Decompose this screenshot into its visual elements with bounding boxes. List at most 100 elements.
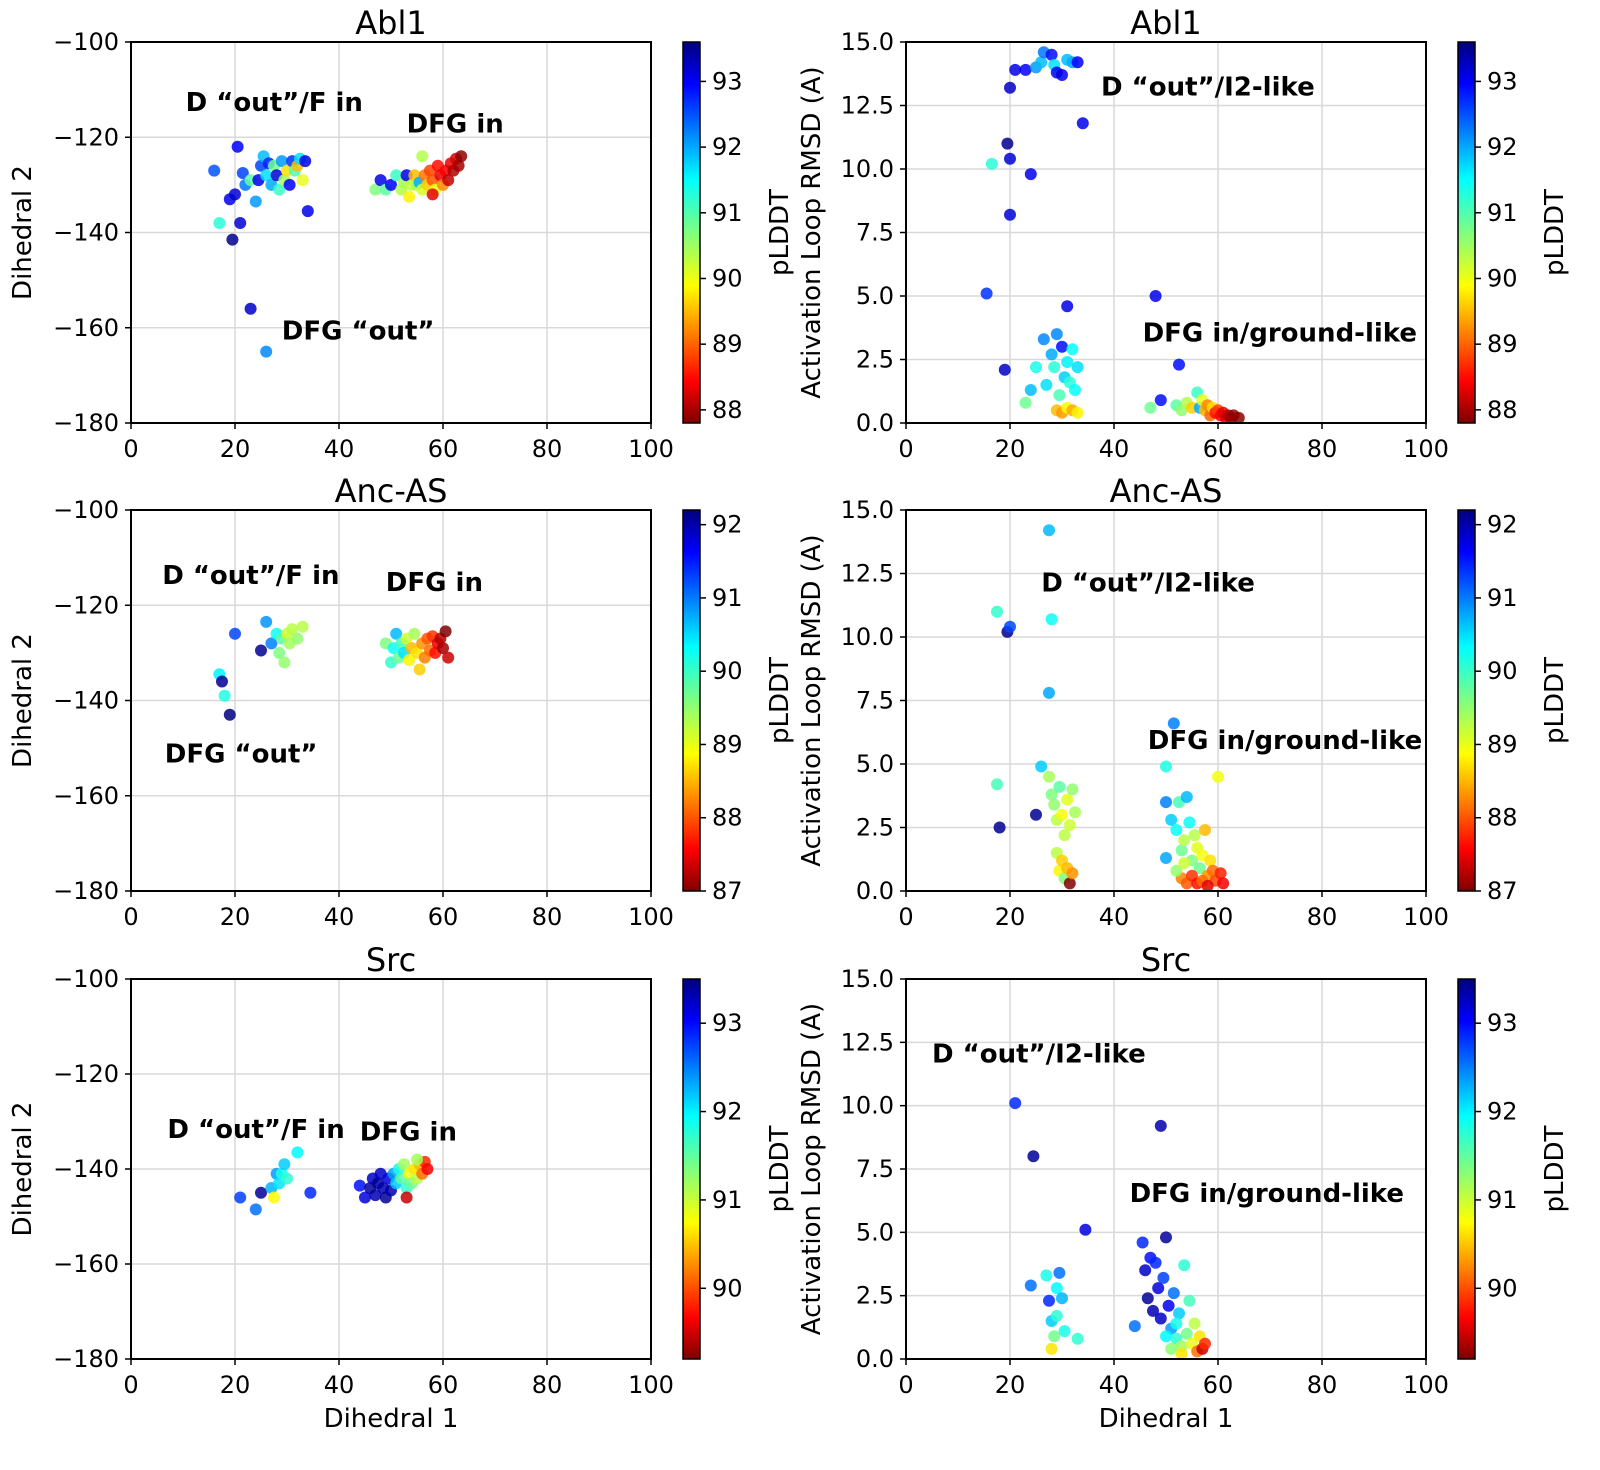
data-point [1165,1342,1178,1355]
data-point [408,627,421,640]
x-tick-label: 20 [220,1371,251,1399]
data-point [1056,69,1068,81]
region-annotation: D “out”/I2-like [932,1040,1146,1070]
data-point [1178,857,1191,870]
colorbar-tick-label: 93 [1487,67,1518,95]
data-point [1069,806,1081,819]
x-tick-label: 60 [428,435,459,463]
chart-title: Abl1 [355,4,426,42]
region-annotation: D “out”/F in [186,88,363,118]
colorbar [1457,978,1476,1360]
data-point [1035,56,1048,69]
data-point [1048,798,1061,811]
data-point [223,708,236,721]
colorbar [682,509,701,892]
y-axis-label: Dihedral 2 [8,1102,38,1237]
data-point [1201,879,1214,892]
data-point [403,190,416,203]
y-tick-label: 10.0 [841,623,894,651]
data-point [1066,783,1079,796]
colorbar-tick-label: 92 [1487,133,1518,161]
y-tick-label: 2.5 [856,814,894,842]
x-tick-label: 0 [898,1371,913,1399]
x-tick-label: 20 [220,903,251,931]
colorbar [1457,509,1476,892]
data-point [1045,348,1058,361]
data-point [1144,401,1157,414]
data-point [213,217,226,229]
colorbar-tick-label: 90 [1487,657,1518,685]
region-annotation: DFG in [386,568,483,598]
data-point [416,150,429,163]
x-axis-label: Dihedral 1 [324,1404,459,1434]
data-point [374,174,387,187]
y-tick-label: 12.5 [841,1028,894,1056]
data-point [455,150,468,163]
x-tick-label: 60 [428,1371,459,1399]
y-axis-label: Activation Loop RMSD (A) [797,1003,827,1335]
data-point [1053,389,1066,402]
colorbar [1457,41,1476,424]
data-point [291,1146,304,1159]
data-point [1162,1299,1175,1312]
chart-title: Src [1141,941,1191,979]
x-tick-label: 100 [628,435,674,463]
data-point [1160,796,1172,809]
data-point [1030,361,1042,374]
data-point [1061,793,1074,806]
data-point [1147,1304,1159,1317]
colorbar-tick-label: 90 [712,264,743,292]
scatter-panel-1: 0 20 40 60 80 100 −180 −160 −140 −120 −100 Abl1 Dihe… [8,4,795,463]
colorbar-tick-label: 88 [712,396,743,424]
data-point [1004,208,1016,221]
x-tick-label: 100 [628,903,674,931]
colorbar-tick-label: 93 [712,67,743,95]
colorbar-tick-label: 87 [1487,877,1518,905]
chart-title: Abl1 [1130,4,1201,42]
data-point [1170,1317,1183,1330]
colorbar-tick-label: 89 [1487,330,1518,358]
x-tick-label: 80 [1307,1371,1338,1399]
colorbar-tick-label: 89 [712,330,743,358]
y-tick-label: −120 [53,591,119,619]
data-point [286,623,299,636]
data-point [1024,1279,1037,1292]
colorbar [682,41,701,424]
x-axis-label: Dihedral 1 [1099,1404,1234,1434]
colorbar-tick-label: 88 [1487,396,1518,424]
colorbar-tick-label: 90 [712,1274,743,1302]
data-point [1079,1223,1092,1236]
data-point [1188,1317,1201,1330]
region-annotation: D “out”/F in [167,1115,344,1145]
data-point [998,363,1011,376]
data-point [1004,152,1016,165]
data-point [278,1158,291,1171]
y-tick-label: 7.5 [856,1155,894,1183]
data-point [369,183,382,196]
data-point [226,233,239,246]
data-point [1024,384,1037,396]
data-point [437,642,449,655]
data-point [249,1203,262,1216]
data-point [369,1189,382,1202]
y-axis-label: Dihedral 2 [8,165,38,300]
x-tick-label: 100 [628,1371,674,1399]
chart-title: Src [366,941,416,979]
data-point [411,1153,423,1166]
data-point [1178,834,1191,847]
y-tick-label: 15.0 [841,965,894,993]
data-point [1141,1292,1154,1305]
data-point [273,183,286,196]
data-point [1173,358,1185,371]
colorbar-tick-label: 92 [712,133,743,161]
y-tick-label: −100 [53,496,119,524]
data-point [275,155,288,168]
x-tick-label: 100 [1403,903,1449,931]
colorbar-tick-label: 92 [712,511,743,539]
x-tick-label: 40 [1099,1371,1130,1399]
colorbar-tick-label: 87 [712,877,743,905]
data-point [1199,824,1211,836]
data-point [1217,877,1230,890]
region-annotation: DFG in/ground-like [1148,726,1422,756]
x-tick-label: 40 [324,903,355,931]
